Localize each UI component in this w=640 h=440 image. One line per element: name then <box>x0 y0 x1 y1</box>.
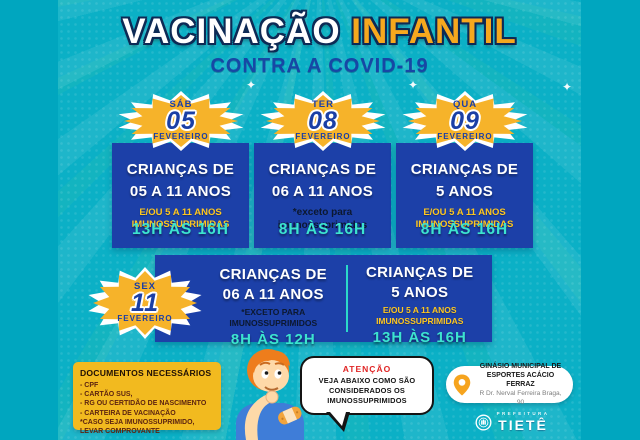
document-item: - CARTEIRA DE VACINAÇÃO <box>80 409 176 417</box>
card-note: E/OU 5 A 11 ANOS IMUNOSSUPRIMIDAS <box>415 207 514 230</box>
page-title: VACINAÇÃO INFANTIL <box>58 12 581 52</box>
session-card-feb11: CRIANÇAS DE 06 A 11 ANOS *EXCETO PARA IM… <box>155 255 493 348</box>
location-name-line1: GINÁSIO MUNICIPAL DE <box>479 362 562 370</box>
title-part-yellow: INFANTIL <box>351 12 517 51</box>
badge-text: QUA 09 FEVEREIRO <box>400 90 530 152</box>
card-title: CRIANÇAS DE 06 A 11 ANOS <box>254 159 391 203</box>
card-note: *exceto para imunossuprimidos <box>277 207 368 231</box>
card-time: 13H ÀS 16H <box>372 329 467 347</box>
starburst-icon <box>260 91 386 151</box>
card-title-line2: 5 ANOS <box>435 183 494 200</box>
badge-month: FEVEREIRO <box>437 132 493 141</box>
card-time: 8H ÀS 16H <box>420 221 509 238</box>
card-time: 8H ÀS 12H <box>230 331 316 349</box>
session-feb11-left-column: CRIANÇAS DE 06 A 11 ANOS *EXCETO PARA IM… <box>201 265 348 348</box>
card-title-line2: 06 A 11 ANOS <box>222 286 324 303</box>
document-item: - RG OU CERTIDÃO DE NASCIMENTO <box>80 400 207 408</box>
starburst-icon <box>402 91 528 151</box>
card-title: CRIANÇAS DE 06 A 11 ANOS <box>201 265 346 305</box>
card-title-line2: 06 A 11 ANOS <box>271 183 374 200</box>
attention-title: ATENÇÃO <box>342 364 392 374</box>
badge-date: 05 <box>166 107 196 135</box>
sparkle-icon: ✦ <box>562 80 573 94</box>
badge-text: SEX 11 FEVEREIRO <box>85 266 205 340</box>
card-title: CRIANÇAS DE 5 ANOS <box>348 263 493 303</box>
starburst-icon <box>88 267 202 339</box>
badge-day: SEX <box>133 281 156 292</box>
session-card-feb05: CRIANÇAS DE 05 A 11 ANOS E/OU 5 A 11 ANO… <box>112 143 249 248</box>
badge-month: FEVEREIRO <box>295 132 351 141</box>
session-card-feb09: CRIANÇAS DE 5 ANOS E/OU 5 A 11 ANOS IMUN… <box>396 143 533 248</box>
document-item: *CASO SEJA IMUNOSSUPRIMIDO, LEVAR COMPRO… <box>80 418 195 436</box>
child-cartoon-illustration <box>236 349 304 440</box>
badge-day: TER <box>312 99 334 110</box>
starburst-icon <box>118 91 244 151</box>
card-title-line1: CRIANÇAS DE <box>268 161 377 178</box>
title-part-white: VACINAÇÃO <box>122 12 341 51</box>
documents-title: DOCUMENTOS NECESSÁRIOS <box>80 368 212 378</box>
card-title-line2: 05 A 11 ANOS <box>129 183 232 200</box>
badge-text: SÁB 05 FEVEREIRO <box>116 90 246 152</box>
date-badge-feb11: SEX 11 FEVEREIRO <box>85 266 205 340</box>
date-badge-feb08: TER 08 FEVEREIRO <box>258 90 388 152</box>
attention-body: VEJA ABAIXO COMO SÃO CONSIDERADOS OS IMU… <box>318 376 416 405</box>
badge-day: SÁB <box>169 99 193 110</box>
card-note: *EXCETO PARA IMUNOSSUPRIMIDOS <box>229 307 318 328</box>
card-note: E/OU 5 A 11 ANOS IMUNOSSUPRIMIDAS <box>376 305 464 326</box>
document-item: - CARTÃO SUS, <box>80 391 133 399</box>
city-logo-text: PREFEITURA TIETÊ <box>497 412 550 432</box>
card-time: 8H ÀS 16H <box>278 221 367 238</box>
session-feb11-right-column: CRIANÇAS DE 5 ANOS E/OU 5 A 11 ANOS IMUN… <box>348 255 493 346</box>
date-badge-feb09: QUA 09 FEVEREIRO <box>400 90 530 152</box>
session-card-feb08: CRIANÇAS DE 06 A 11 ANOS *exceto para im… <box>254 143 391 248</box>
badge-text: TER 08 FEVEREIRO <box>258 90 388 152</box>
badge-date: 08 <box>308 107 338 135</box>
city-crest-icon <box>475 414 492 430</box>
card-time: 13H ÀS 16H <box>131 221 229 238</box>
location-text: GINÁSIO MUNICIPAL DE ESPORTES ACÁCIO FER… <box>476 362 565 408</box>
date-badge-feb05: SÁB 05 FEVEREIRO <box>116 90 246 152</box>
badge-month: FEVEREIRO <box>153 132 209 141</box>
card-title-line1: CRIANÇAS DE <box>219 266 327 283</box>
badge-date: 11 <box>131 289 159 317</box>
sparkle-icon: ✦ <box>408 78 419 92</box>
badge-month: FEVEREIRO <box>117 314 173 323</box>
page-subtitle: CONTRA A COVID-19 <box>210 55 429 77</box>
child-cartoon <box>216 346 328 440</box>
documents-box: DOCUMENTOS NECESSÁRIOS - CPF - CARTÃO SU… <box>73 362 221 435</box>
card-title-line1: CRIANÇAS DE <box>410 161 519 178</box>
attention-speech-bubble: ATENÇÃO VEJA ABAIXO COMO SÃO CONSIDERADO… <box>300 356 434 432</box>
card-title-line1: CRIANÇAS DE <box>366 264 474 281</box>
card-note: E/OU 5 A 11 ANOS IMUNOSSUPRIMIDAS <box>131 207 230 230</box>
location-card: GINÁSIO MUNICIPAL DE ESPORTES ACÁCIO FER… <box>446 363 573 406</box>
location-pin-icon <box>453 374 471 395</box>
badge-day: QUA <box>452 99 478 110</box>
card-title-line2: 5 ANOS <box>391 284 449 301</box>
card-title: CRIANÇAS DE 5 ANOS <box>396 159 533 203</box>
sparkle-icon: ✦ <box>246 78 257 92</box>
document-item: - CPF <box>80 382 99 389</box>
location-name-line2: ESPORTES ACÁCIO FERRAZ <box>486 371 555 388</box>
city-logo-name: TIETÊ <box>498 416 548 433</box>
location-address: R Dr. Nerval Ferreira Braga, 90 <box>479 389 562 407</box>
poster-canvas: VACINAÇÃO INFANTIL CONTRA A COVID-19 ✦ ✦… <box>58 0 581 440</box>
badge-date: 09 <box>450 107 480 135</box>
city-logo: PREFEITURA TIETÊ <box>452 409 572 435</box>
card-title: CRIANÇAS DE 05 A 11 ANOS <box>112 159 249 203</box>
city-logo-top-text: PREFEITURA <box>496 411 550 417</box>
card-title-line1: CRIANÇAS DE <box>126 161 235 178</box>
